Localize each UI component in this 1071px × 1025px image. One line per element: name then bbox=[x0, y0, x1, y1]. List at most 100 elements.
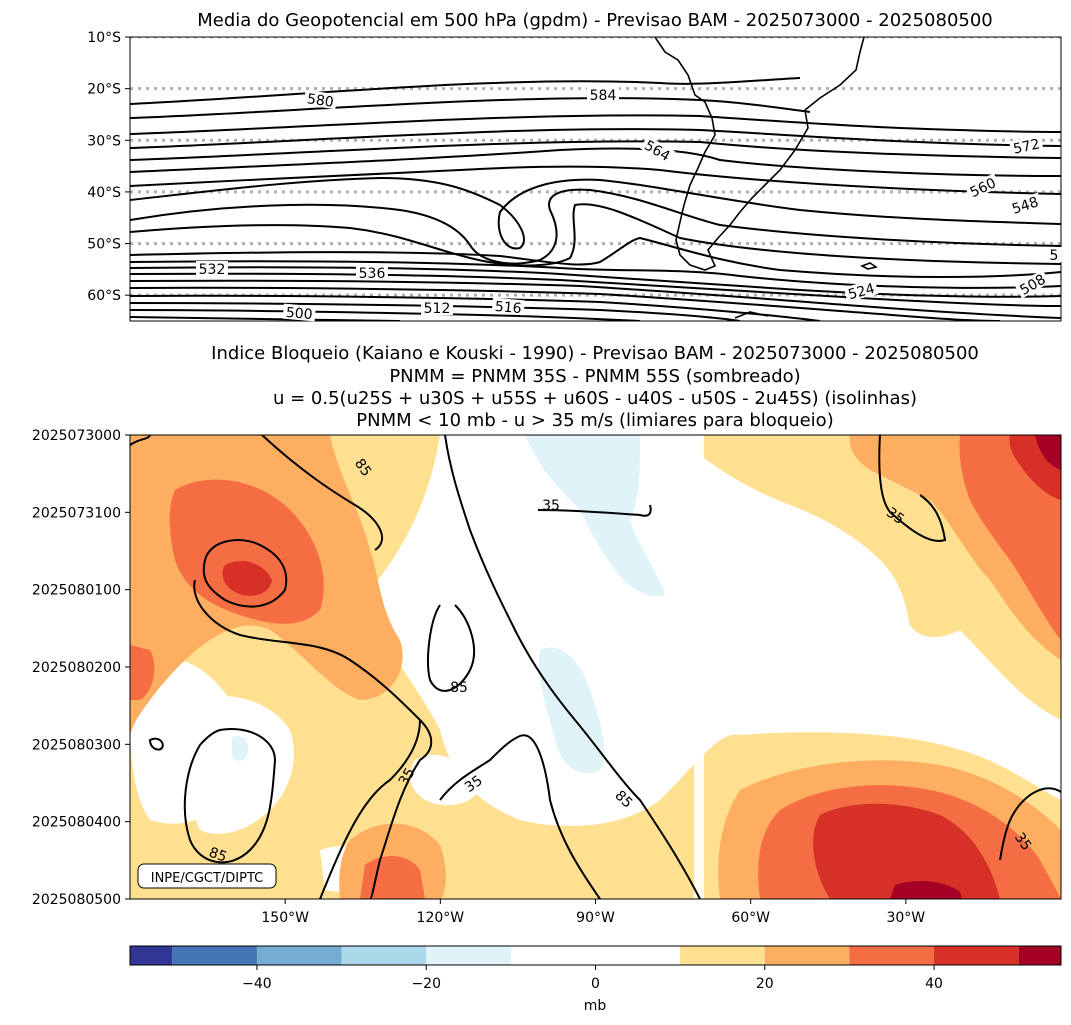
y-tick-label: 2025080500 bbox=[32, 892, 121, 908]
contour-label: 548 bbox=[1007, 192, 1043, 218]
top-plot-frame bbox=[129, 36, 1062, 322]
shade-0-10 bbox=[188, 696, 294, 834]
contour-line bbox=[130, 279, 1061, 319]
colorbar-swatch bbox=[934, 946, 1019, 965]
y-tick-label: 20°S bbox=[87, 82, 121, 98]
contour-line bbox=[130, 165, 1061, 195]
shade-minus-10-20 bbox=[538, 647, 605, 774]
colorbar-tick-label: −20 bbox=[411, 976, 441, 992]
y-tick-label: 2025073100 bbox=[32, 505, 121, 521]
colorbar-swatch bbox=[256, 946, 342, 965]
shade-30-40 bbox=[959, 435, 1061, 640]
shade-40-50 bbox=[813, 803, 1000, 899]
contour-line bbox=[130, 114, 1061, 135]
colorbar-swatch bbox=[426, 946, 511, 965]
colorbar-tick-label: 0 bbox=[591, 976, 600, 992]
isoline bbox=[183, 728, 277, 864]
x-tick-label: 60°W bbox=[731, 910, 770, 926]
colorbar-tick-label: 40 bbox=[925, 976, 943, 992]
y-tick-label: 2025080200 bbox=[32, 660, 121, 676]
contour-label: 524 bbox=[843, 279, 879, 303]
shade-minus-10-20 bbox=[232, 735, 249, 761]
isoline-label: 85 bbox=[450, 680, 468, 696]
contour-label: 572 bbox=[1009, 134, 1044, 158]
x-tick-label: 90°W bbox=[576, 910, 615, 926]
data-gap-strip bbox=[694, 435, 704, 899]
svg-text:584: 584 bbox=[590, 88, 617, 104]
bottom-x-axis: 150°W 120°W 90°W 60°W 30°W bbox=[261, 899, 925, 926]
isoline bbox=[319, 719, 421, 899]
svg-text:512: 512 bbox=[424, 301, 451, 317]
colorbar-swatch bbox=[1018, 946, 1061, 965]
svg-text:516: 516 bbox=[494, 299, 522, 317]
contour-line bbox=[130, 309, 641, 321]
colorbar-tick-label: 20 bbox=[756, 976, 774, 992]
svg-text:524: 524 bbox=[847, 281, 877, 303]
svg-text:85: 85 bbox=[207, 845, 229, 866]
isoline bbox=[130, 435, 151, 446]
isoline bbox=[261, 435, 384, 551]
svg-text:35: 35 bbox=[542, 498, 560, 514]
contour-line bbox=[130, 260, 1061, 289]
contour-label: 512 bbox=[421, 300, 453, 317]
y-tick-label: 2025080400 bbox=[32, 815, 121, 831]
shade-above-50 bbox=[1035, 435, 1061, 470]
isoline bbox=[999, 787, 1061, 861]
y-tick-label: 2025080300 bbox=[32, 737, 121, 753]
bottom-title-line-2: PNMM = PNMM 35S - PNMM 55S (sombreado) bbox=[389, 366, 800, 387]
isoline bbox=[537, 504, 652, 517]
contour-label: 5 bbox=[1038, 247, 1070, 264]
contour-label: 584 bbox=[587, 87, 619, 104]
isoline-label: 35 bbox=[396, 765, 419, 788]
bottom-y-axis: 2025073000 2025073100 2025080100 2025080200… bbox=[32, 428, 130, 908]
svg-text:536: 536 bbox=[359, 266, 386, 282]
contour-line bbox=[130, 302, 741, 321]
isoline bbox=[439, 734, 601, 899]
south-america-coastline bbox=[654, 37, 865, 271]
colorbar-tick-label: −40 bbox=[242, 976, 272, 992]
svg-text:500: 500 bbox=[285, 305, 313, 323]
colorbar-swatch bbox=[849, 946, 935, 965]
contour-line bbox=[130, 203, 1061, 267]
svg-text:548: 548 bbox=[1010, 194, 1040, 217]
geopotential-panel: Media do Geopotencial em 500 hPa (gpdm) … bbox=[87, 10, 1070, 323]
top-chart-title: Media do Geopotencial em 500 hPa (gpdm) … bbox=[197, 10, 993, 31]
y-tick-label: 60°S bbox=[87, 288, 121, 304]
contour-line bbox=[130, 236, 1061, 278]
bottom-title-line-3: u = 0.5(u25S + u30S + u55S + u60S - u40S… bbox=[273, 388, 917, 409]
isoline bbox=[193, 579, 433, 899]
svg-text:532: 532 bbox=[199, 262, 226, 278]
colorbar-swatch bbox=[764, 946, 850, 965]
isoline-label: 85 bbox=[207, 845, 229, 866]
colorbar-swatch bbox=[172, 946, 257, 965]
colorbar-swatch bbox=[680, 946, 765, 965]
colorbar-swatch bbox=[130, 946, 173, 965]
contour-line bbox=[130, 77, 801, 105]
x-tick-label: 120°W bbox=[417, 910, 465, 926]
y-tick-label: 2025080100 bbox=[32, 583, 121, 599]
watermark-text: INPE/CGCT/DIPTC bbox=[151, 871, 263, 886]
contour-label: 532 bbox=[196, 261, 228, 278]
y-tick-label: 30°S bbox=[87, 133, 121, 149]
colorbar-swatch bbox=[341, 946, 427, 965]
shade-above-50 bbox=[890, 880, 962, 899]
contour-line bbox=[130, 176, 1061, 250]
isoline bbox=[878, 435, 947, 542]
isoline-label: 35 bbox=[542, 498, 560, 514]
svg-text:35: 35 bbox=[396, 765, 419, 788]
contour-line bbox=[130, 188, 1061, 265]
contour-label: 500 bbox=[282, 303, 316, 323]
bottom-title-line-4: PNMM < 10 mb - u > 35 m/s (limiares para… bbox=[356, 410, 833, 431]
shade-30-40 bbox=[360, 855, 425, 899]
y-tick-label: 2025073000 bbox=[32, 428, 121, 444]
contour-line bbox=[130, 128, 1061, 149]
svg-text:580: 580 bbox=[306, 91, 335, 111]
bottom-title-line-1: Indice Bloqueio (Kaiano e Kouski - 1990)… bbox=[211, 343, 979, 364]
svg-text:85: 85 bbox=[450, 680, 468, 696]
south-shetland bbox=[734, 311, 769, 319]
y-tick-label: 40°S bbox=[87, 185, 121, 201]
isoline bbox=[148, 737, 164, 751]
y-tick-label: 10°S bbox=[87, 30, 121, 46]
isoline bbox=[444, 435, 701, 899]
